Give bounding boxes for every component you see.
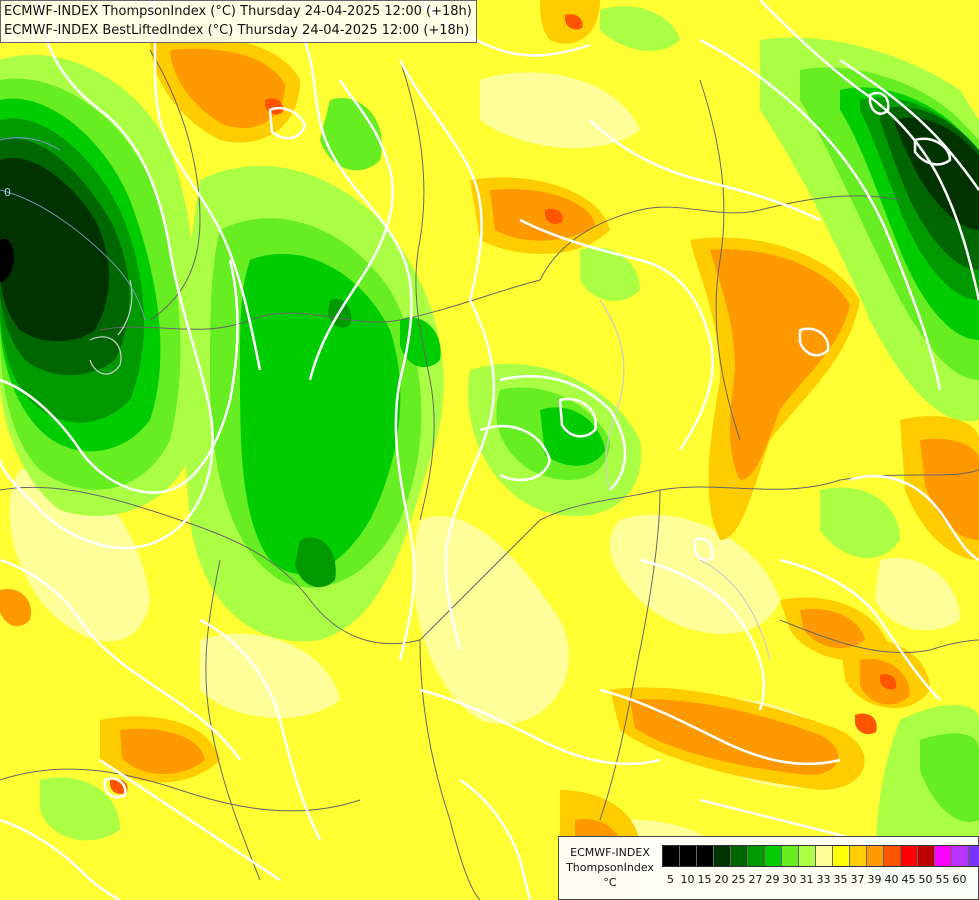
legend-model: ECMWF-INDEX bbox=[570, 846, 650, 859]
legend-tick: 5 bbox=[667, 873, 674, 886]
legend-swatch bbox=[833, 846, 850, 866]
legend-swatch bbox=[782, 846, 799, 866]
legend-swatch bbox=[663, 846, 680, 866]
legend-tick: 33 bbox=[816, 873, 831, 886]
legend-label: ECMWF-INDEX ThompsonIndex °C bbox=[562, 845, 658, 890]
legend-swatch bbox=[680, 846, 697, 866]
legend-tick: 60 bbox=[952, 873, 967, 886]
legend-tick-labels: 5 10 15 20 25 27 29 30 31 33 35 37 39 40 45 50 55 60 bbox=[662, 873, 979, 889]
color-legend: ECMWF-INDEX ThompsonIndex °C 5 10 15 20 25 27… bbox=[558, 836, 979, 900]
legend-swatch bbox=[731, 846, 748, 866]
field-black bbox=[0, 238, 14, 282]
legend-tick: 30 bbox=[782, 873, 797, 886]
legend-tick: 35 bbox=[833, 873, 848, 886]
legend-tick: 27 bbox=[748, 873, 763, 886]
legend-tick: 40 bbox=[884, 873, 899, 886]
country-borders bbox=[0, 49, 979, 900]
legend-swatch bbox=[867, 846, 884, 866]
legend-swatch bbox=[935, 846, 952, 866]
national-borders-light bbox=[89, 279, 771, 661]
legend-tick: 15 bbox=[697, 873, 712, 886]
legend-tick: 20 bbox=[714, 873, 729, 886]
legend-swatch bbox=[952, 846, 969, 866]
legend-swatch bbox=[765, 846, 782, 866]
legend-tick: 10 bbox=[680, 873, 695, 886]
legend-color-bar bbox=[662, 845, 979, 867]
legend-swatch bbox=[697, 846, 714, 866]
legend-tick: 31 bbox=[799, 873, 814, 886]
legend-tick: 25 bbox=[731, 873, 746, 886]
legend-unit: °C bbox=[603, 876, 617, 889]
legend-tick: 55 bbox=[935, 873, 950, 886]
map-title-box: ECMWF-INDEX ThompsonIndex (°C) Thursday … bbox=[0, 0, 477, 43]
legend-swatch bbox=[748, 846, 765, 866]
legend-swatch bbox=[918, 846, 935, 866]
field-orange bbox=[0, 48, 979, 900]
legend-swatch bbox=[901, 846, 918, 866]
legend-swatch bbox=[714, 846, 731, 866]
legend-tick: 39 bbox=[867, 873, 882, 886]
legend-swatch bbox=[969, 846, 979, 866]
best-lifted-index-title: ECMWF-INDEX BestLiftedIndex (°C) Thursda… bbox=[4, 23, 470, 38]
legend-tick bbox=[968, 873, 979, 889]
field-red-orange bbox=[110, 14, 897, 795]
legend-tick: 37 bbox=[850, 873, 865, 886]
legend-swatch bbox=[799, 846, 816, 866]
thompson-index-title: ECMWF-INDEX ThompsonIndex (°C) Thursday … bbox=[4, 4, 472, 19]
legend-swatch bbox=[816, 846, 833, 866]
legend-swatch bbox=[884, 846, 901, 866]
zero-contour bbox=[0, 137, 146, 321]
legend-tick: 29 bbox=[765, 873, 780, 886]
legend-field: ThompsonIndex bbox=[566, 861, 654, 874]
legend-tick: 45 bbox=[901, 873, 916, 886]
legend-tick: 50 bbox=[918, 873, 933, 886]
contour-value-label: 0 bbox=[4, 186, 11, 199]
legend-swatch bbox=[850, 846, 867, 866]
